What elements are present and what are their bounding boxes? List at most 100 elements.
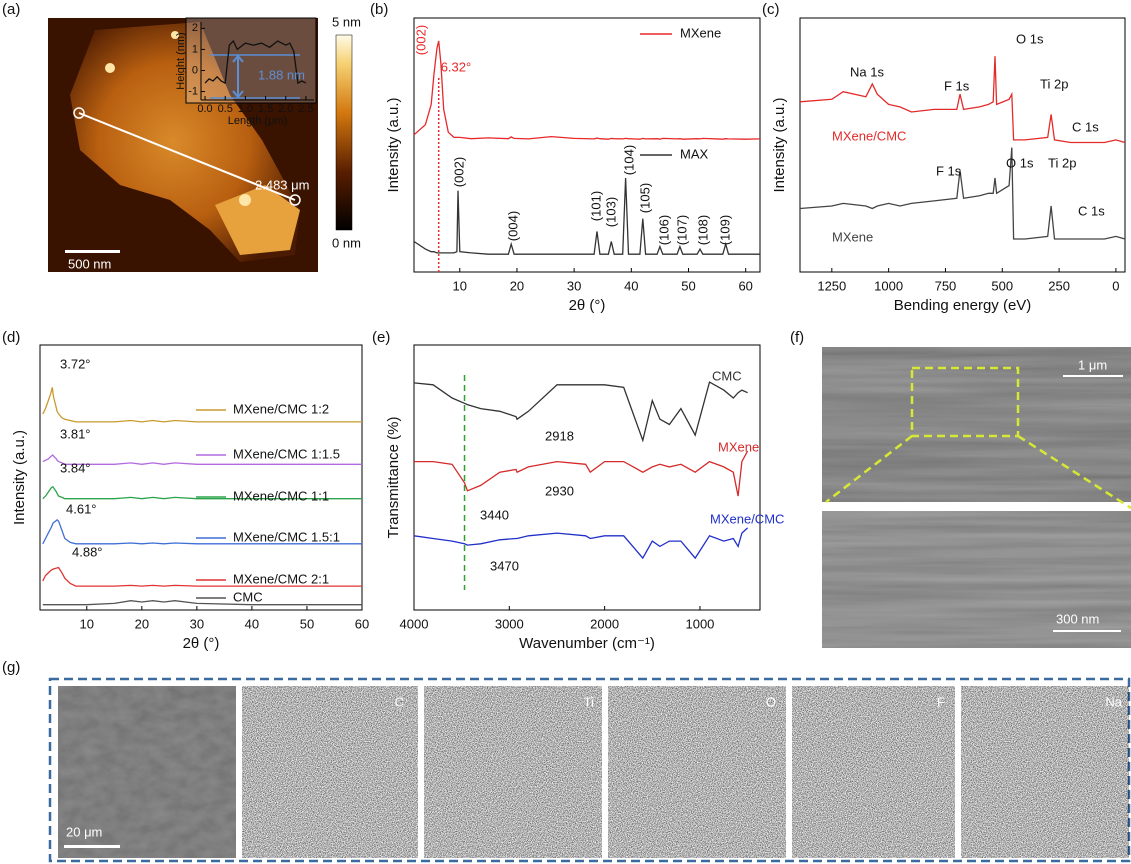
- sem-images: [822, 347, 1131, 648]
- element-label: O: [766, 694, 776, 709]
- panel-label: (e): [372, 329, 390, 346]
- x-tick-label: 40: [624, 278, 638, 293]
- x-axis-label: 2θ (°): [183, 635, 220, 652]
- legend-label: CMC: [233, 589, 263, 604]
- y-axis-label: Intensity (a.u.): [11, 430, 28, 525]
- annotation: 1.88 nm: [258, 67, 305, 82]
- series-label: MXene: [718, 439, 759, 454]
- annotation: Ti 2p: [1048, 155, 1076, 170]
- legend-label: MAX: [680, 146, 709, 161]
- x-axis-label: 2θ (°): [569, 297, 606, 314]
- x-tick-label: 1000: [685, 616, 714, 631]
- legend-label: MXene/CMC 2:1: [233, 571, 329, 586]
- x-axis-label: Bending energy (eV): [894, 297, 1032, 314]
- annotation: (002): [451, 157, 466, 187]
- y-tick-label: 0: [192, 64, 198, 76]
- legend-label: MXene/CMC 1.5:1: [233, 529, 340, 544]
- series-label: MXene/CMC: [710, 511, 784, 526]
- series-label: MXene/CMC: [832, 128, 906, 143]
- annotation: Ti 2p: [1040, 76, 1068, 91]
- annotation: O 1s: [1016, 31, 1044, 46]
- panel-label: (a): [2, 1, 20, 18]
- series-line: [414, 528, 748, 558]
- x-tick-label: 250: [1048, 278, 1070, 293]
- series-label: MXene: [832, 229, 873, 244]
- x-tick-label: 2.5: [298, 103, 313, 115]
- x-tick-label: 30: [190, 616, 204, 631]
- legend-label: MXene/CMC 1:1.5: [233, 446, 340, 461]
- panel-label: (f): [790, 329, 804, 346]
- series-label: CMC: [712, 368, 742, 383]
- x-tick-label: 20: [135, 616, 149, 631]
- y-tick-label: -1: [188, 85, 198, 97]
- annotation: 2918: [545, 428, 574, 443]
- x-tick-label: 3000: [495, 616, 524, 631]
- annotation: Na 1s: [850, 64, 884, 79]
- annotation: C 1s: [1078, 203, 1105, 218]
- annotation: (107): [674, 215, 689, 245]
- annotation: 4.88°: [72, 544, 103, 559]
- annotation: (004): [505, 211, 520, 241]
- y-tick-label: 1: [192, 43, 198, 55]
- x-tick-label: 750: [935, 278, 957, 293]
- x-tick-label: 50: [300, 616, 314, 631]
- element-label: Na: [1105, 694, 1122, 709]
- sem-scale-top: 1 μm: [1078, 357, 1107, 372]
- annotation: (002): [413, 25, 428, 55]
- panel-label: (c): [762, 1, 780, 18]
- x-tick-label: 1.5: [258, 103, 273, 115]
- x-tick-label: 20: [510, 278, 524, 293]
- plot-frame: [40, 345, 362, 610]
- x-tick-label: 500: [991, 278, 1013, 293]
- x-tick-label: 60: [355, 616, 369, 631]
- y-tick-label: 2: [192, 22, 198, 34]
- x-tick-label: 0.0: [197, 103, 212, 115]
- annotation: 3470: [490, 558, 519, 573]
- x-tick-label: 2.0: [278, 103, 293, 115]
- annotation: (106): [656, 215, 671, 245]
- annotation: (108): [695, 215, 710, 245]
- annotation: 4.61°: [66, 501, 97, 516]
- legend-label: MXene: [680, 25, 721, 40]
- sem-scale-bottom: 300 nm: [1056, 611, 1099, 626]
- y-axis-label: Transmittance (%): [385, 417, 402, 539]
- annotation: (104): [621, 145, 636, 175]
- annotation: (105): [637, 183, 652, 213]
- x-axis-label: Length (μm): [228, 115, 288, 127]
- figure: 500 nm 2.483 μm 5 nm 0 nm 1 μm 300 nm 20…: [0, 0, 1131, 864]
- legend-label: MXene/CMC 1:2: [233, 401, 329, 416]
- series-line: [43, 601, 362, 605]
- series-line: [414, 41, 760, 139]
- x-tick-label: 1000: [874, 278, 903, 293]
- annotation: C 1s: [1072, 119, 1099, 134]
- annotation: 3.72°: [60, 356, 91, 371]
- chart: 10 20 30 40 50 60 2θ (°) Intensity (a.u.) MXene/…: [11, 345, 369, 652]
- x-tick-label: 2000: [590, 616, 619, 631]
- annotation: 2930: [545, 483, 574, 498]
- scale-bar-label: 500 nm: [68, 256, 111, 271]
- x-tick-label: 1250: [817, 278, 846, 293]
- x-tick-label: 10: [80, 616, 94, 631]
- annotation: (103): [603, 197, 618, 227]
- x-tick-label: 0.5: [218, 103, 233, 115]
- element-label: C: [395, 694, 404, 709]
- x-tick-label: 30: [567, 278, 581, 293]
- annotation: F 1s: [936, 163, 962, 178]
- panel-label: (b): [370, 1, 388, 18]
- x-tick-label: 40: [245, 616, 259, 631]
- annotation: F 1s: [944, 78, 970, 93]
- reference-label: 6.32°: [441, 59, 472, 74]
- x-tick-label: 0: [1112, 278, 1119, 293]
- annotation: 3.81°: [60, 426, 91, 441]
- panel-label: (g): [2, 659, 20, 676]
- y-axis-label: Height (nm): [175, 32, 187, 89]
- annotation: (101): [588, 191, 603, 221]
- element-label: F: [937, 694, 945, 709]
- annotation: 3440: [480, 507, 509, 522]
- colorbar-min: 0 nm: [332, 235, 361, 250]
- y-axis-label: Intensity (a.u.): [385, 97, 402, 192]
- annotation: (109): [717, 215, 732, 245]
